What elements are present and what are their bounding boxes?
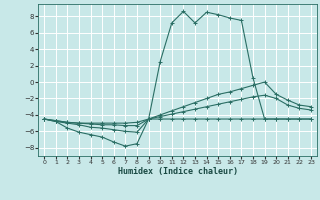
X-axis label: Humidex (Indice chaleur): Humidex (Indice chaleur) [118, 167, 238, 176]
